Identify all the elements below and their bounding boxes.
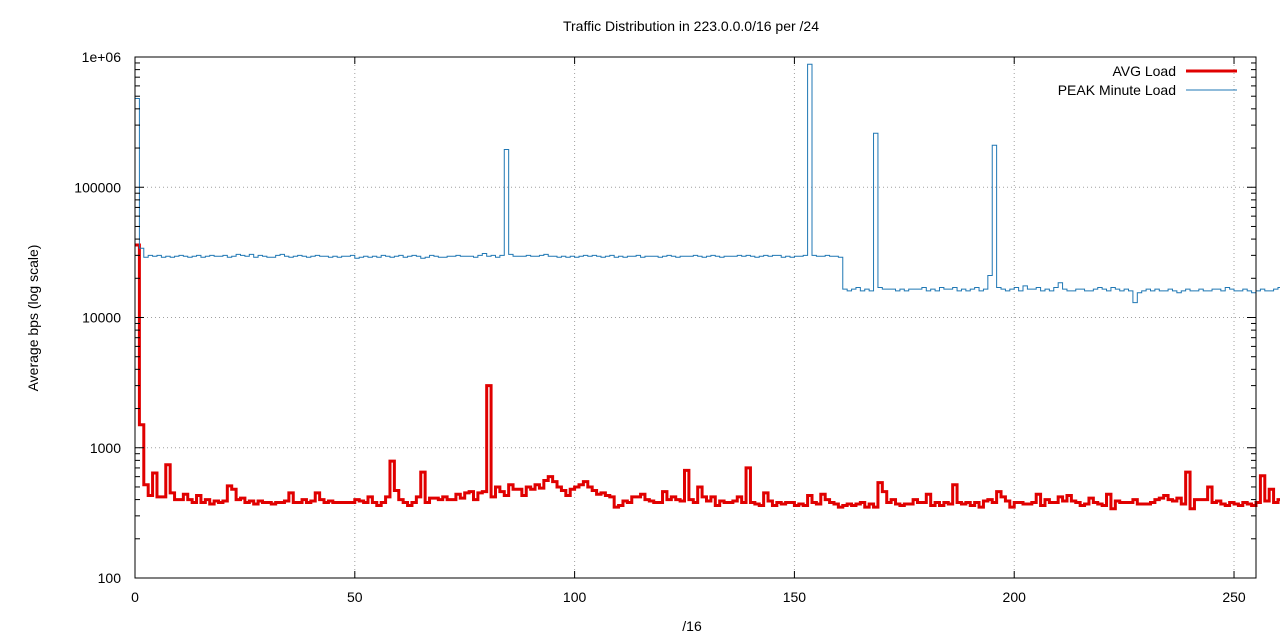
grid: [135, 57, 1256, 578]
y-tick-label: 100: [98, 570, 122, 586]
y-axis: 100 1000 10000 100000 1e+06: [74, 49, 1256, 586]
y-tick-label: 1000: [90, 440, 121, 456]
x-tick-label: 200: [1003, 589, 1027, 605]
x-tick-label: 250: [1222, 589, 1246, 605]
x-axis: 0 50 100 150 200 250: [131, 57, 1246, 605]
chart-title: Traffic Distribution in 223.0.0.0/16 per…: [563, 18, 819, 34]
legend-label: AVG Load: [1112, 63, 1176, 79]
series-layer: [135, 63, 1280, 511]
legend: AVG Load PEAK Minute Load: [1058, 63, 1237, 98]
x-tick-label: 100: [563, 589, 587, 605]
x-axis-title: /16: [682, 618, 702, 634]
y-axis-title: Average bps (log scale): [25, 245, 41, 392]
x-tick-label: 150: [783, 589, 807, 605]
y-tick-label: 100000: [74, 179, 121, 195]
legend-label: PEAK Minute Load: [1058, 82, 1176, 98]
series-line-avg-load: [135, 243, 1280, 511]
y-tick-label: 10000: [82, 310, 121, 326]
x-tick-label: 50: [347, 589, 363, 605]
series-line-peak-minute-load: [135, 63, 1280, 304]
x-tick-label: 0: [131, 589, 139, 605]
y-tick-label: 1e+06: [82, 49, 122, 65]
